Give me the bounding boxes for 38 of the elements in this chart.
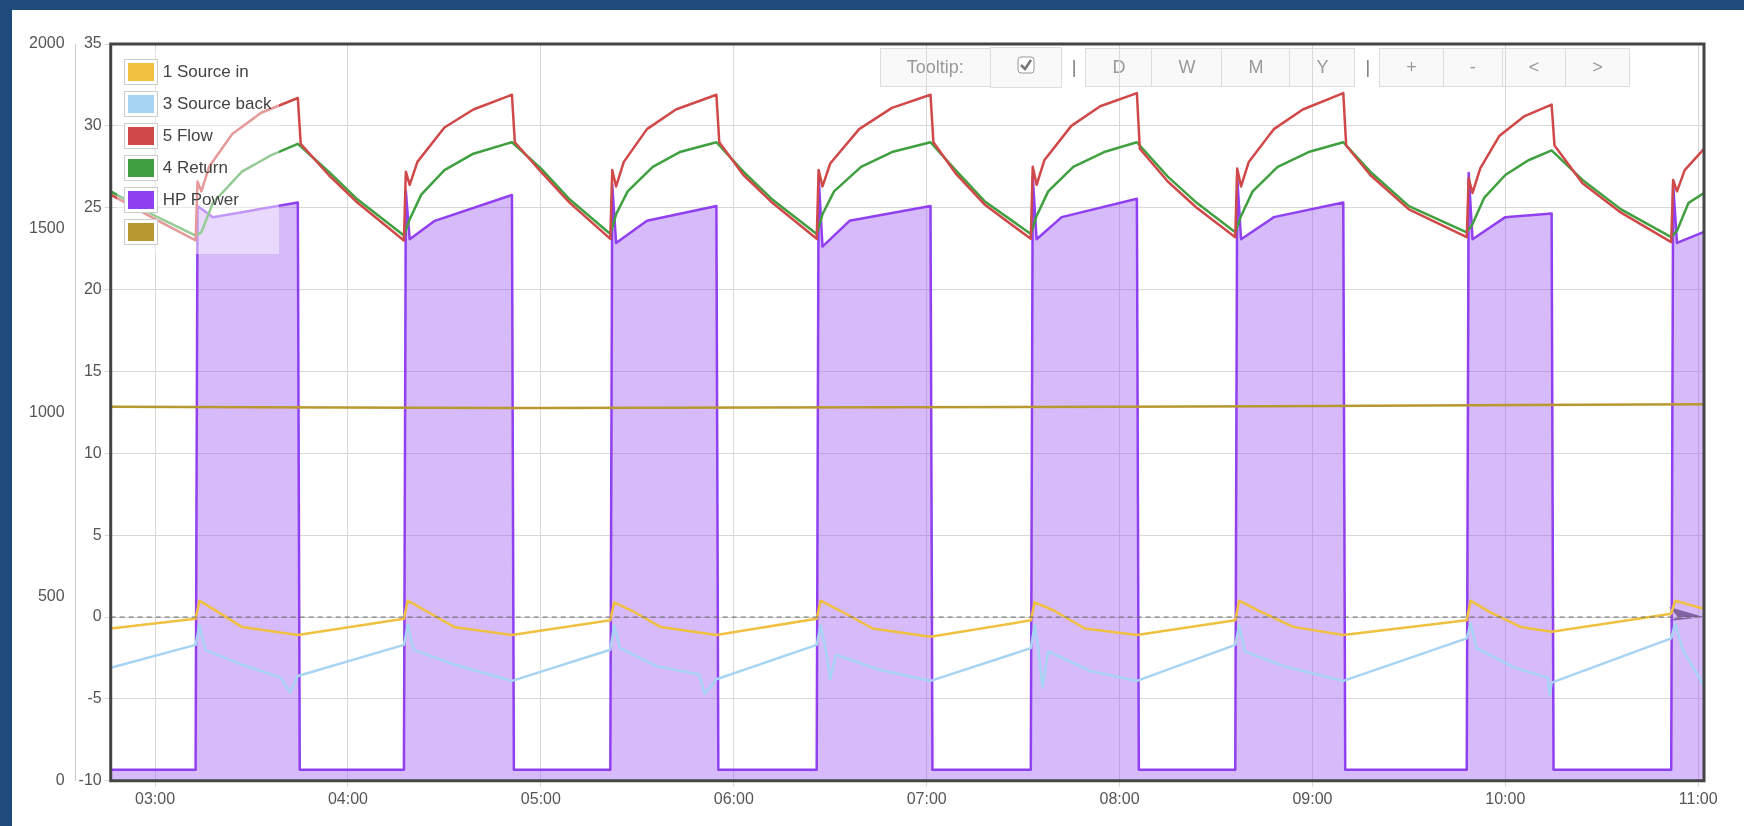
annotation: W [1151, 48, 1223, 87]
x-tick-label: 06:00 [713, 789, 754, 807]
x-tick-label: 08:00 [1099, 789, 1140, 807]
x-tick-label: 07:00 [906, 789, 947, 807]
y2-tick-label: 1000 [29, 402, 65, 420]
annotation: + [1379, 48, 1444, 87]
y-tick-label: 15 [83, 361, 102, 379]
legend-label: 5 Flow [162, 126, 213, 146]
annotation: < [1501, 48, 1567, 87]
annotation: M [1221, 48, 1291, 87]
y-tick-label: 30 [83, 116, 102, 134]
x-tick-label: 04:00 [327, 789, 369, 807]
y-tick-label: 5 [92, 525, 102, 543]
legend-label: 3 Source back [162, 94, 272, 114]
annotation: | [1365, 57, 1371, 78]
legend-label: 4 Return [162, 158, 228, 178]
x-tick-label: 03:00 [135, 789, 176, 807]
annotation: | [1071, 57, 1077, 78]
y2-tick-label: 1500 [29, 218, 65, 236]
y-tick-label: -5 [87, 689, 102, 707]
y-tick-label: 20 [83, 280, 102, 298]
y-tick-label: -10 [78, 771, 102, 789]
y-tick-label: 0 [92, 607, 102, 625]
y2-tick-label: 500 [37, 587, 65, 605]
annotation: > [1565, 48, 1630, 87]
y-tick-label: 35 [83, 34, 102, 52]
y2-tick-label: 2000 [29, 34, 65, 52]
y-tick-label: 25 [83, 198, 102, 216]
annotation: - [1442, 48, 1503, 87]
annotation: Y [1289, 48, 1356, 87]
x-tick-label: 10:00 [1485, 789, 1526, 807]
annotation: Tooltip: [879, 48, 991, 87]
legend-label: 1 Source in [162, 62, 249, 82]
y-tick-label: 10 [83, 443, 102, 461]
x-tick-label: 05:00 [520, 789, 561, 807]
x-tick-label: 11:00 [1678, 789, 1718, 807]
y2-tick-label: 0 [55, 771, 65, 789]
x-tick-label: 09:00 [1292, 789, 1333, 807]
